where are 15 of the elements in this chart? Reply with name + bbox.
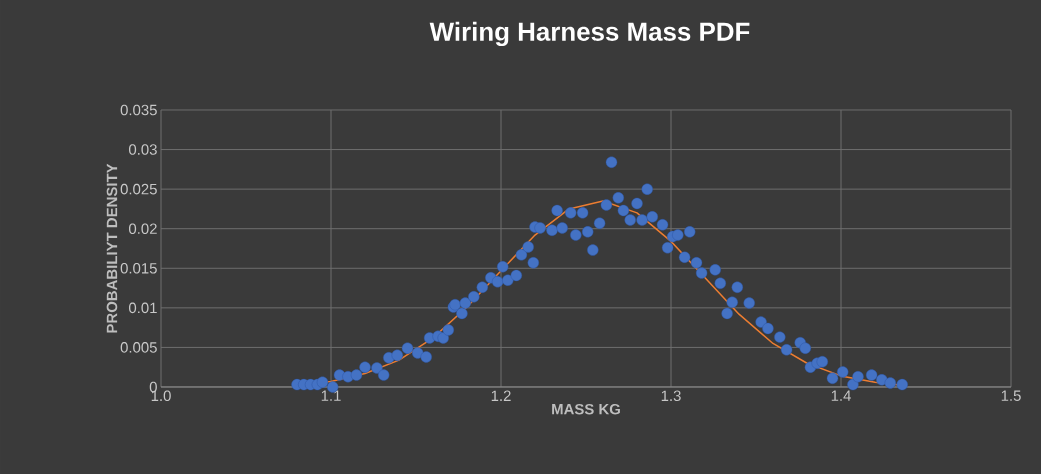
y-tick-label: 0.035	[120, 104, 157, 116]
y-tick-label: 0.01	[128, 302, 157, 314]
x-tick-label: 1.2	[491, 390, 511, 401]
y-tick-label: 0.005	[120, 342, 157, 353]
x-axis-title: MASS KG	[552, 403, 620, 415]
y-tick-label: 0.025	[120, 183, 157, 195]
y-tick-label: 0.03	[128, 144, 157, 155]
chart-title: Wiring Harness Mass PDF	[429, 21, 750, 47]
x-tick-label: 1.3	[661, 390, 681, 402]
x-tick-label: 1.4	[831, 390, 851, 401]
y-axis-title: PROBABILIYT DENSITY	[106, 163, 118, 333]
x-tick-label: 1.1	[321, 390, 341, 401]
y-tick-label: 0.015	[120, 262, 157, 274]
y-tick-label: 0.02	[128, 223, 157, 234]
x-tick-label: 1.5	[1001, 390, 1021, 401]
